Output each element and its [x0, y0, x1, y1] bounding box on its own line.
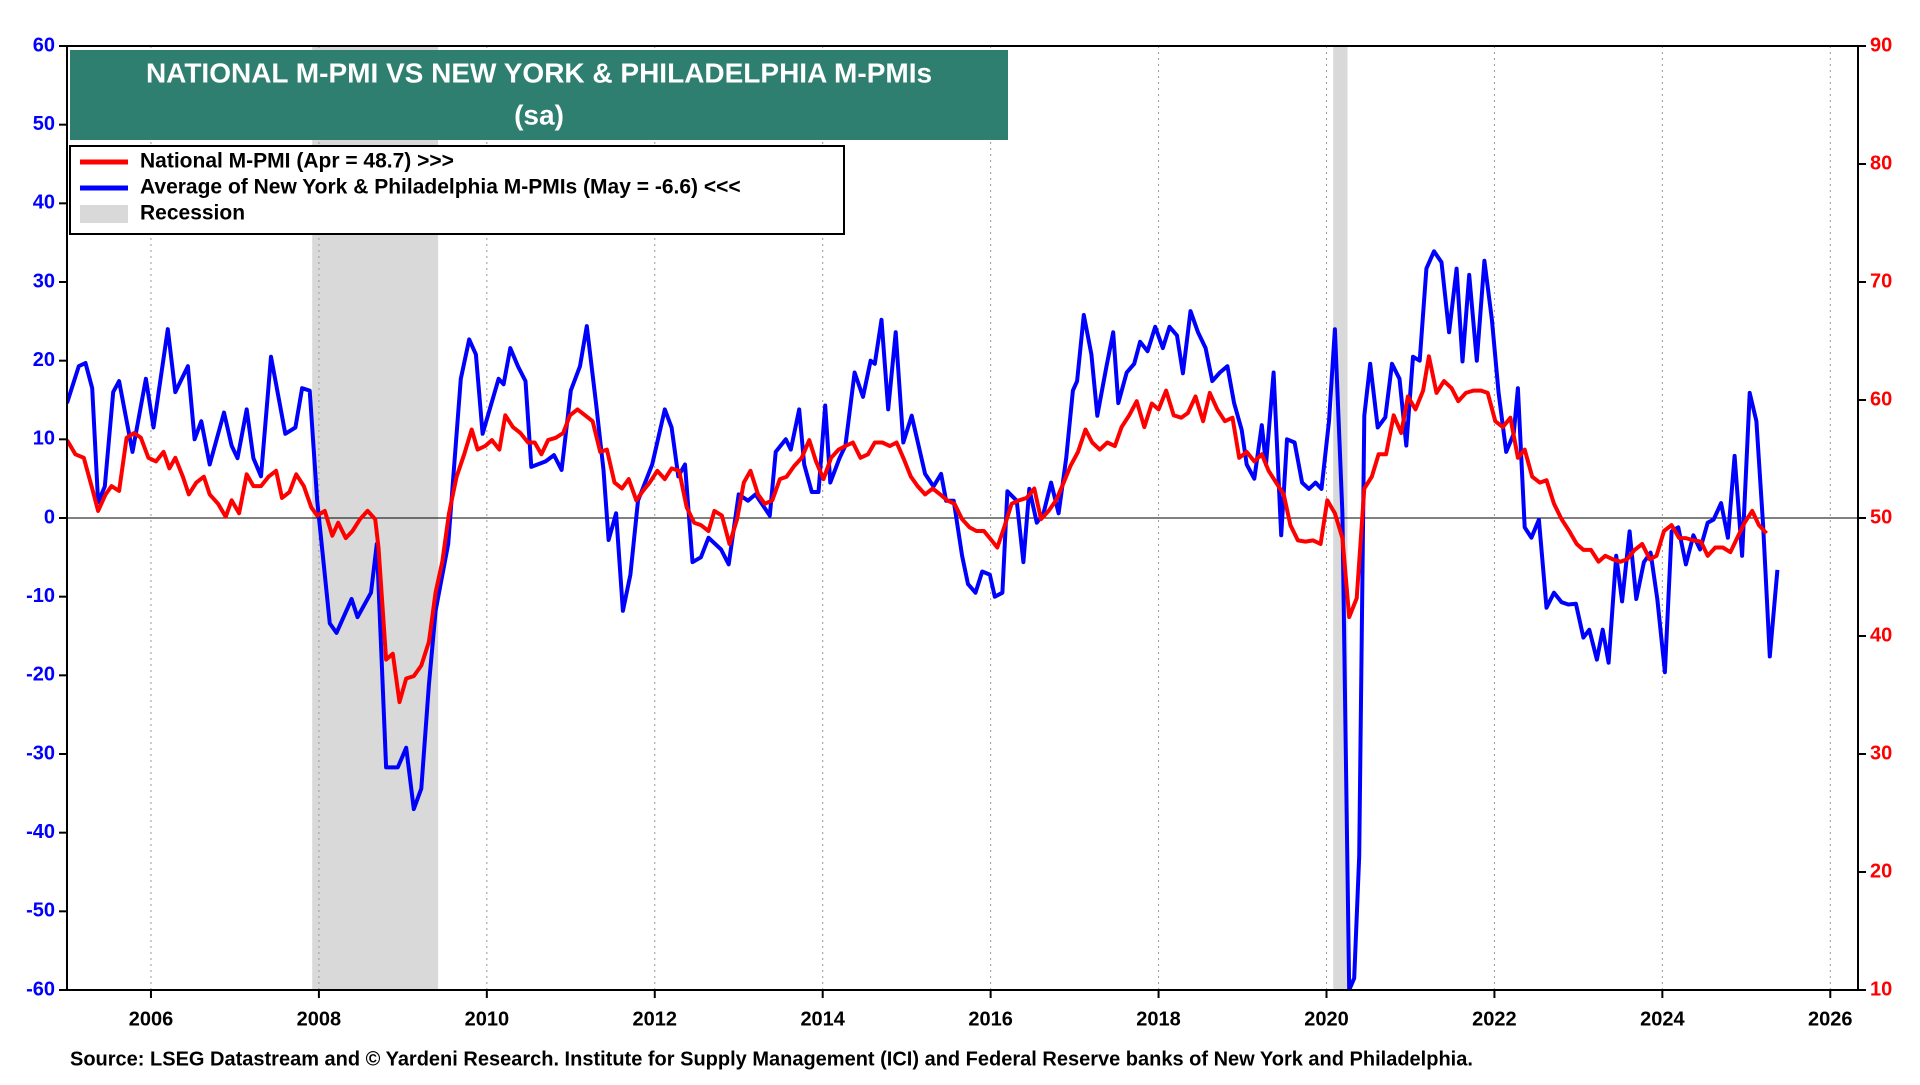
y2-tick-label: 90: [1870, 34, 1892, 56]
y2-tick-label: 50: [1870, 506, 1892, 528]
y-tick-label: 50: [33, 113, 55, 135]
y-tick-label: 60: [33, 34, 55, 56]
y-tick-label: 40: [33, 192, 55, 214]
y-tick-label: -50: [26, 900, 55, 922]
x-tick-label: 2010: [465, 1008, 510, 1030]
x-tick-label: 2012: [633, 1008, 678, 1030]
y-tick-label: -30: [26, 742, 55, 764]
x-tick-label: 2016: [968, 1008, 1013, 1030]
y2-tick-label: 40: [1870, 624, 1892, 646]
y2-tick-label: 20: [1870, 860, 1892, 882]
y2-tick-label: 10: [1870, 978, 1892, 1000]
x-tick-label: 2014: [800, 1008, 845, 1030]
x-tick-label: 2006: [129, 1008, 174, 1030]
chart-title: NATIONAL M-PMI VS NEW YORK & PHILADELPHI…: [146, 57, 932, 88]
plot-area: [67, 249, 1780, 990]
series-line: [67, 249, 1780, 990]
x-tick-label: 2020: [1304, 1008, 1349, 1030]
source-note: Source: LSEG Datastream and © Yardeni Re…: [70, 1048, 1473, 1070]
y2-tick-label: 30: [1870, 742, 1892, 764]
y-tick-label: -20: [26, 664, 55, 686]
x-tick-label: 2022: [1472, 1008, 1517, 1030]
y2-tick-label: 60: [1870, 388, 1892, 410]
legend-box: [69, 145, 845, 235]
legend-label: Average of New York & Philadelphia M-PMI…: [140, 176, 741, 199]
y-tick-label: 10: [33, 428, 55, 450]
x-tick-label: 2026: [1808, 1008, 1853, 1030]
title-box: [70, 50, 1008, 140]
legend-label: Recession: [140, 202, 245, 225]
x-tick-label: 2008: [297, 1008, 342, 1030]
x-tick-label: 2018: [1136, 1008, 1181, 1030]
y-tick-label: -40: [26, 821, 55, 843]
y-tick-label: 0: [44, 506, 55, 528]
y-tick-label: 30: [33, 270, 55, 292]
legend-label: National M-PMI (Apr = 48.7) >>>: [140, 150, 454, 173]
legend: National M-PMI (Apr = 48.7) >>> Average o…: [69, 145, 845, 235]
y2-tick-label: 70: [1870, 270, 1892, 292]
y-tick-label: -60: [26, 978, 55, 1000]
y2-tick-label: 80: [1870, 152, 1892, 174]
series-line: [67, 354, 1768, 705]
legend-swatch: [80, 205, 128, 223]
y-tick-label: -10: [26, 585, 55, 607]
x-tick-label: 2024: [1640, 1008, 1685, 1030]
chart-subtitle: (sa): [514, 99, 564, 130]
y-tick-label: 20: [33, 349, 55, 371]
